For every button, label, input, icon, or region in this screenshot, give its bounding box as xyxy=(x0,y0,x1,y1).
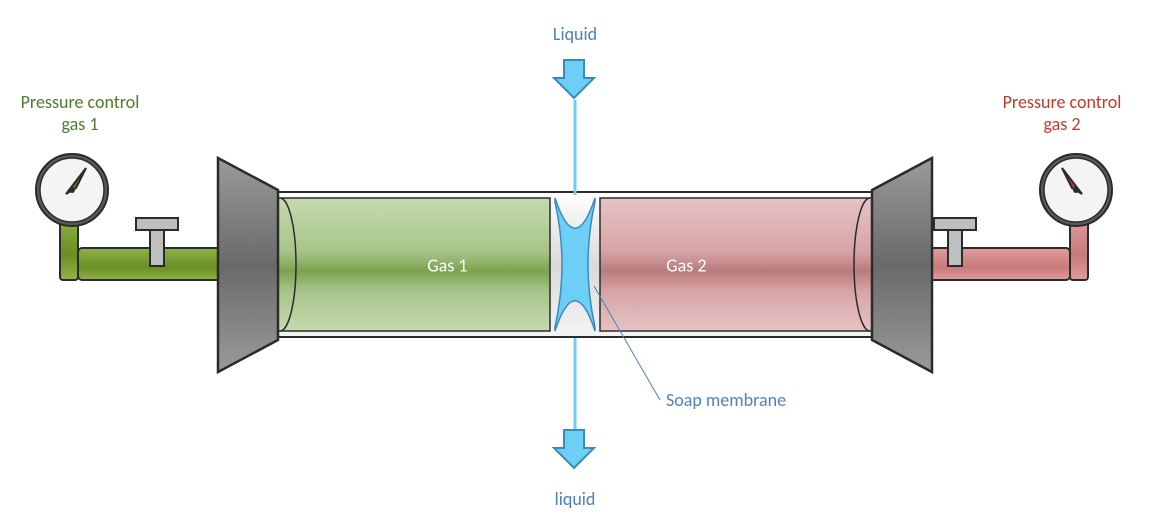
pressure2-label-line1: Pressure control xyxy=(1003,91,1122,113)
gauge-left xyxy=(36,154,108,226)
gas1-label: Gas 1 xyxy=(427,255,467,277)
endcap-left xyxy=(218,158,278,372)
soap-membrane-label: Soap membrane xyxy=(666,389,786,411)
pressure1-label-line2: gas 1 xyxy=(62,113,99,135)
gas1-chamber xyxy=(264,198,550,331)
arrow-down-icon xyxy=(554,60,594,98)
endcap-right xyxy=(872,158,932,372)
pressure1-label-line1: Pressure control xyxy=(21,91,140,113)
gas2-chamber xyxy=(600,198,886,331)
pressure2-label-line2: gas 2 xyxy=(1044,113,1081,135)
liquid-bottom-label: liquid xyxy=(555,488,596,510)
arrow-down-icon xyxy=(554,430,594,468)
gauge-right xyxy=(1040,154,1112,226)
liquid-top-label: Liquid xyxy=(553,23,597,45)
gas2-label: Gas 2 xyxy=(666,255,706,277)
